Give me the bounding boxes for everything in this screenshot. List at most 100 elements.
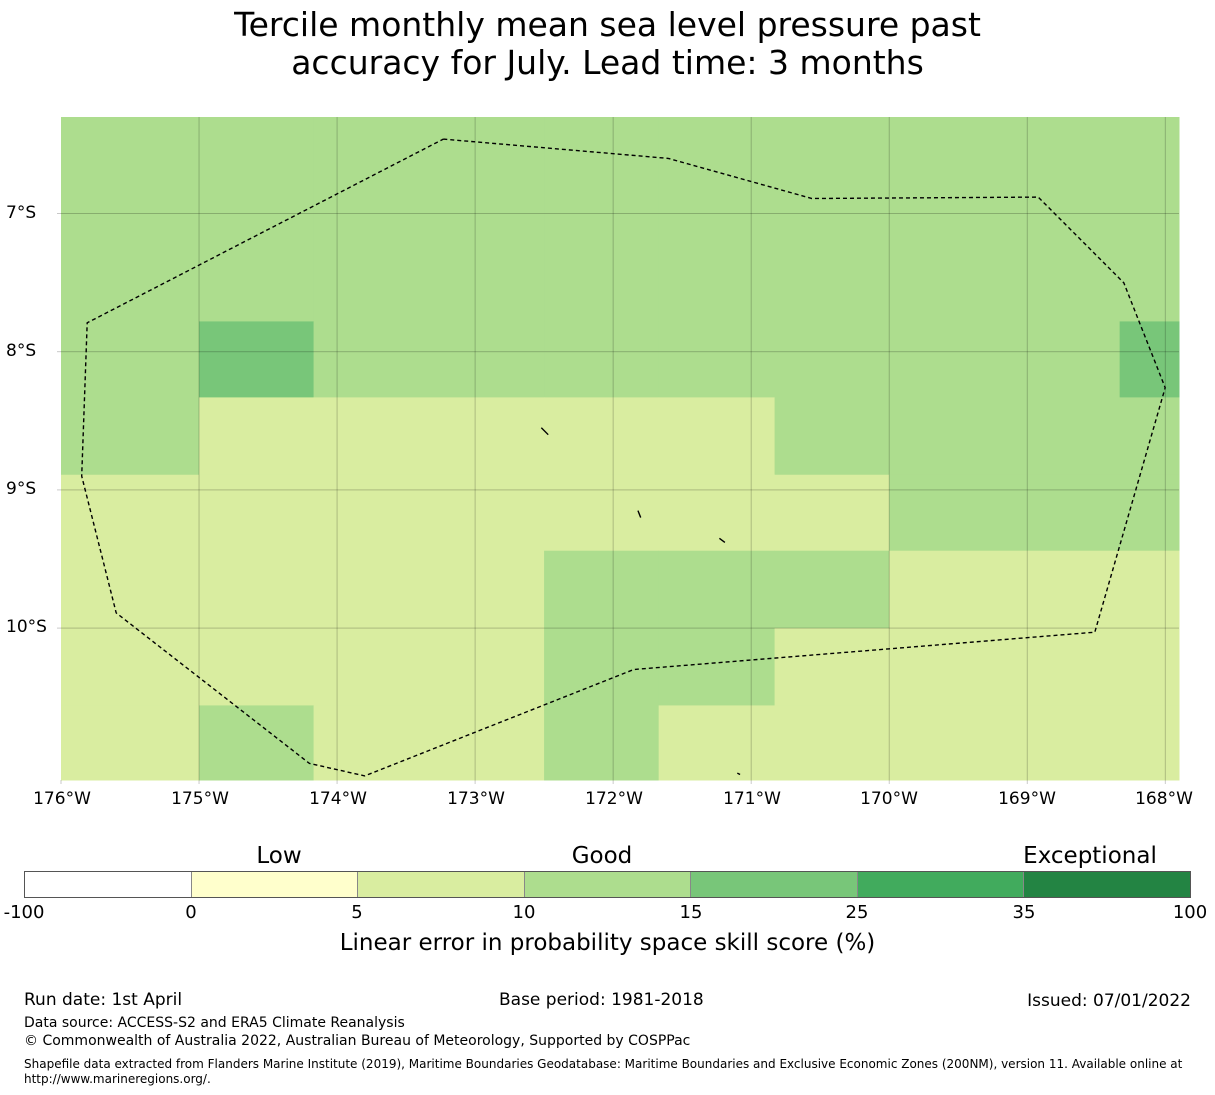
skill-cell [774, 474, 890, 552]
colorbar-tick: 10 [512, 902, 536, 923]
skill-cell [889, 397, 1121, 476]
skill-cell [313, 550, 545, 629]
skill-cell [658, 550, 776, 629]
skill-cell [774, 321, 890, 398]
skill-cell [774, 628, 890, 706]
colorbar-tick: 0 [185, 902, 197, 923]
skill-cell [199, 628, 315, 706]
skill-cell [61, 397, 200, 476]
skill-cell [544, 628, 660, 706]
colorbar-segment [1024, 872, 1191, 897]
skill-cell [61, 550, 200, 629]
colorbar-tick: 35 [1012, 902, 1036, 923]
colorbar-tick: 5 [351, 902, 363, 923]
lat-label-8s: 8°S [6, 341, 37, 361]
skill-cell [199, 550, 315, 629]
skill-cell [544, 474, 660, 552]
skill-cell [1119, 550, 1180, 629]
lon-label-173w: 173°W [447, 789, 505, 809]
run-date: Run date: 1st April [24, 990, 183, 1010]
copyright: © Commonwealth of Australia 2022, Austra… [24, 1033, 691, 1049]
skill-cell [61, 321, 200, 398]
skill-score-map [57, 117, 1180, 784]
skill-cell [1119, 397, 1180, 476]
lon-label-169w: 169°W [998, 789, 1056, 809]
skill-cell [544, 117, 660, 322]
skill-cell [313, 397, 545, 476]
legend-category-good: Good [571, 843, 633, 869]
legend-colorbar [24, 871, 1191, 898]
skill-cell [1119, 474, 1180, 552]
skill-cell [889, 550, 1121, 629]
skill-cell [199, 474, 315, 552]
map-title: Tercile monthly mean sea level pressure … [0, 6, 1215, 82]
skill-cell [313, 628, 545, 706]
colorbar-segment [524, 872, 692, 897]
skill-cell [313, 321, 545, 398]
lon-label-175w: 175°W [171, 789, 229, 809]
skill-cell [889, 117, 1121, 322]
skill-cell [61, 117, 200, 322]
skill-cell [658, 397, 776, 476]
skill-cell [313, 117, 545, 322]
lon-label-172w: 172°W [585, 789, 643, 809]
legend-category-exceptional: Exceptional [1023, 843, 1157, 869]
skill-cell [544, 321, 660, 398]
title-line-2: accuracy for July. Lead time: 3 months [291, 43, 924, 82]
base-period: Base period: 1981-2018 [499, 990, 704, 1010]
lat-label-10s: 10°S [6, 617, 47, 637]
skill-cell [199, 117, 315, 322]
skill-cell [1119, 628, 1180, 706]
colorbar-segment [25, 872, 192, 897]
skill-cell [313, 474, 545, 552]
skill-cell [889, 628, 1121, 706]
lon-label-170w: 170°W [860, 789, 918, 809]
graticule [57, 117, 1179, 784]
skill-cell [658, 628, 776, 706]
lon-label-176w: 176°W [33, 789, 91, 809]
island-outline [540, 427, 549, 436]
skill-cell [199, 321, 315, 398]
colorbar-tick: 25 [845, 902, 869, 923]
skill-cell [313, 705, 545, 781]
shapefile-credit: Shapefile data extracted from Flanders M… [24, 1057, 1183, 1086]
islands [540, 427, 741, 776]
lon-label-171w: 171°W [723, 789, 781, 809]
lat-label-7s: 7°S [6, 203, 37, 223]
skill-cell [199, 397, 315, 476]
skill-cell [889, 474, 1121, 552]
skill-cell [544, 705, 660, 781]
skill-cell [658, 474, 776, 552]
lon-label-168w: 168°W [1135, 789, 1193, 809]
skill-cell [1119, 117, 1180, 322]
colorbar-tick: 100 [1172, 902, 1208, 923]
skill-cell [774, 550, 890, 629]
legend-category-low: Low [256, 843, 302, 869]
skill-cell [774, 397, 890, 476]
skill-cell [658, 117, 776, 322]
skill-cell [544, 550, 660, 629]
colorbar-tick: 15 [679, 902, 703, 923]
skill-cell [658, 705, 776, 781]
skill-cell [889, 321, 1121, 398]
skill-cell [544, 397, 660, 476]
skill-cell [61, 474, 200, 552]
colorbar-segment [358, 872, 525, 897]
island-outline [737, 772, 741, 776]
colorbar-segment [191, 872, 359, 897]
data-source: Data source: ACCESS-S2 and ERA5 Climate … [24, 1015, 405, 1031]
island-outline [718, 537, 726, 543]
skill-cell [658, 321, 776, 398]
skill-cell [1119, 705, 1180, 781]
skill-cells [61, 117, 1180, 781]
issued-date: Issued: 07/01/2022 [1027, 991, 1191, 1011]
title-line-1: Tercile monthly mean sea level pressure … [234, 5, 981, 44]
skill-cell [199, 705, 315, 781]
skill-cell [61, 705, 200, 781]
colorbar-segment [691, 872, 858, 897]
skill-cell [889, 705, 1121, 781]
skill-cell [1119, 321, 1180, 398]
lat-label-9s: 9°S [6, 479, 37, 499]
skill-cell [61, 628, 200, 706]
colorbar-segment [857, 872, 1025, 897]
